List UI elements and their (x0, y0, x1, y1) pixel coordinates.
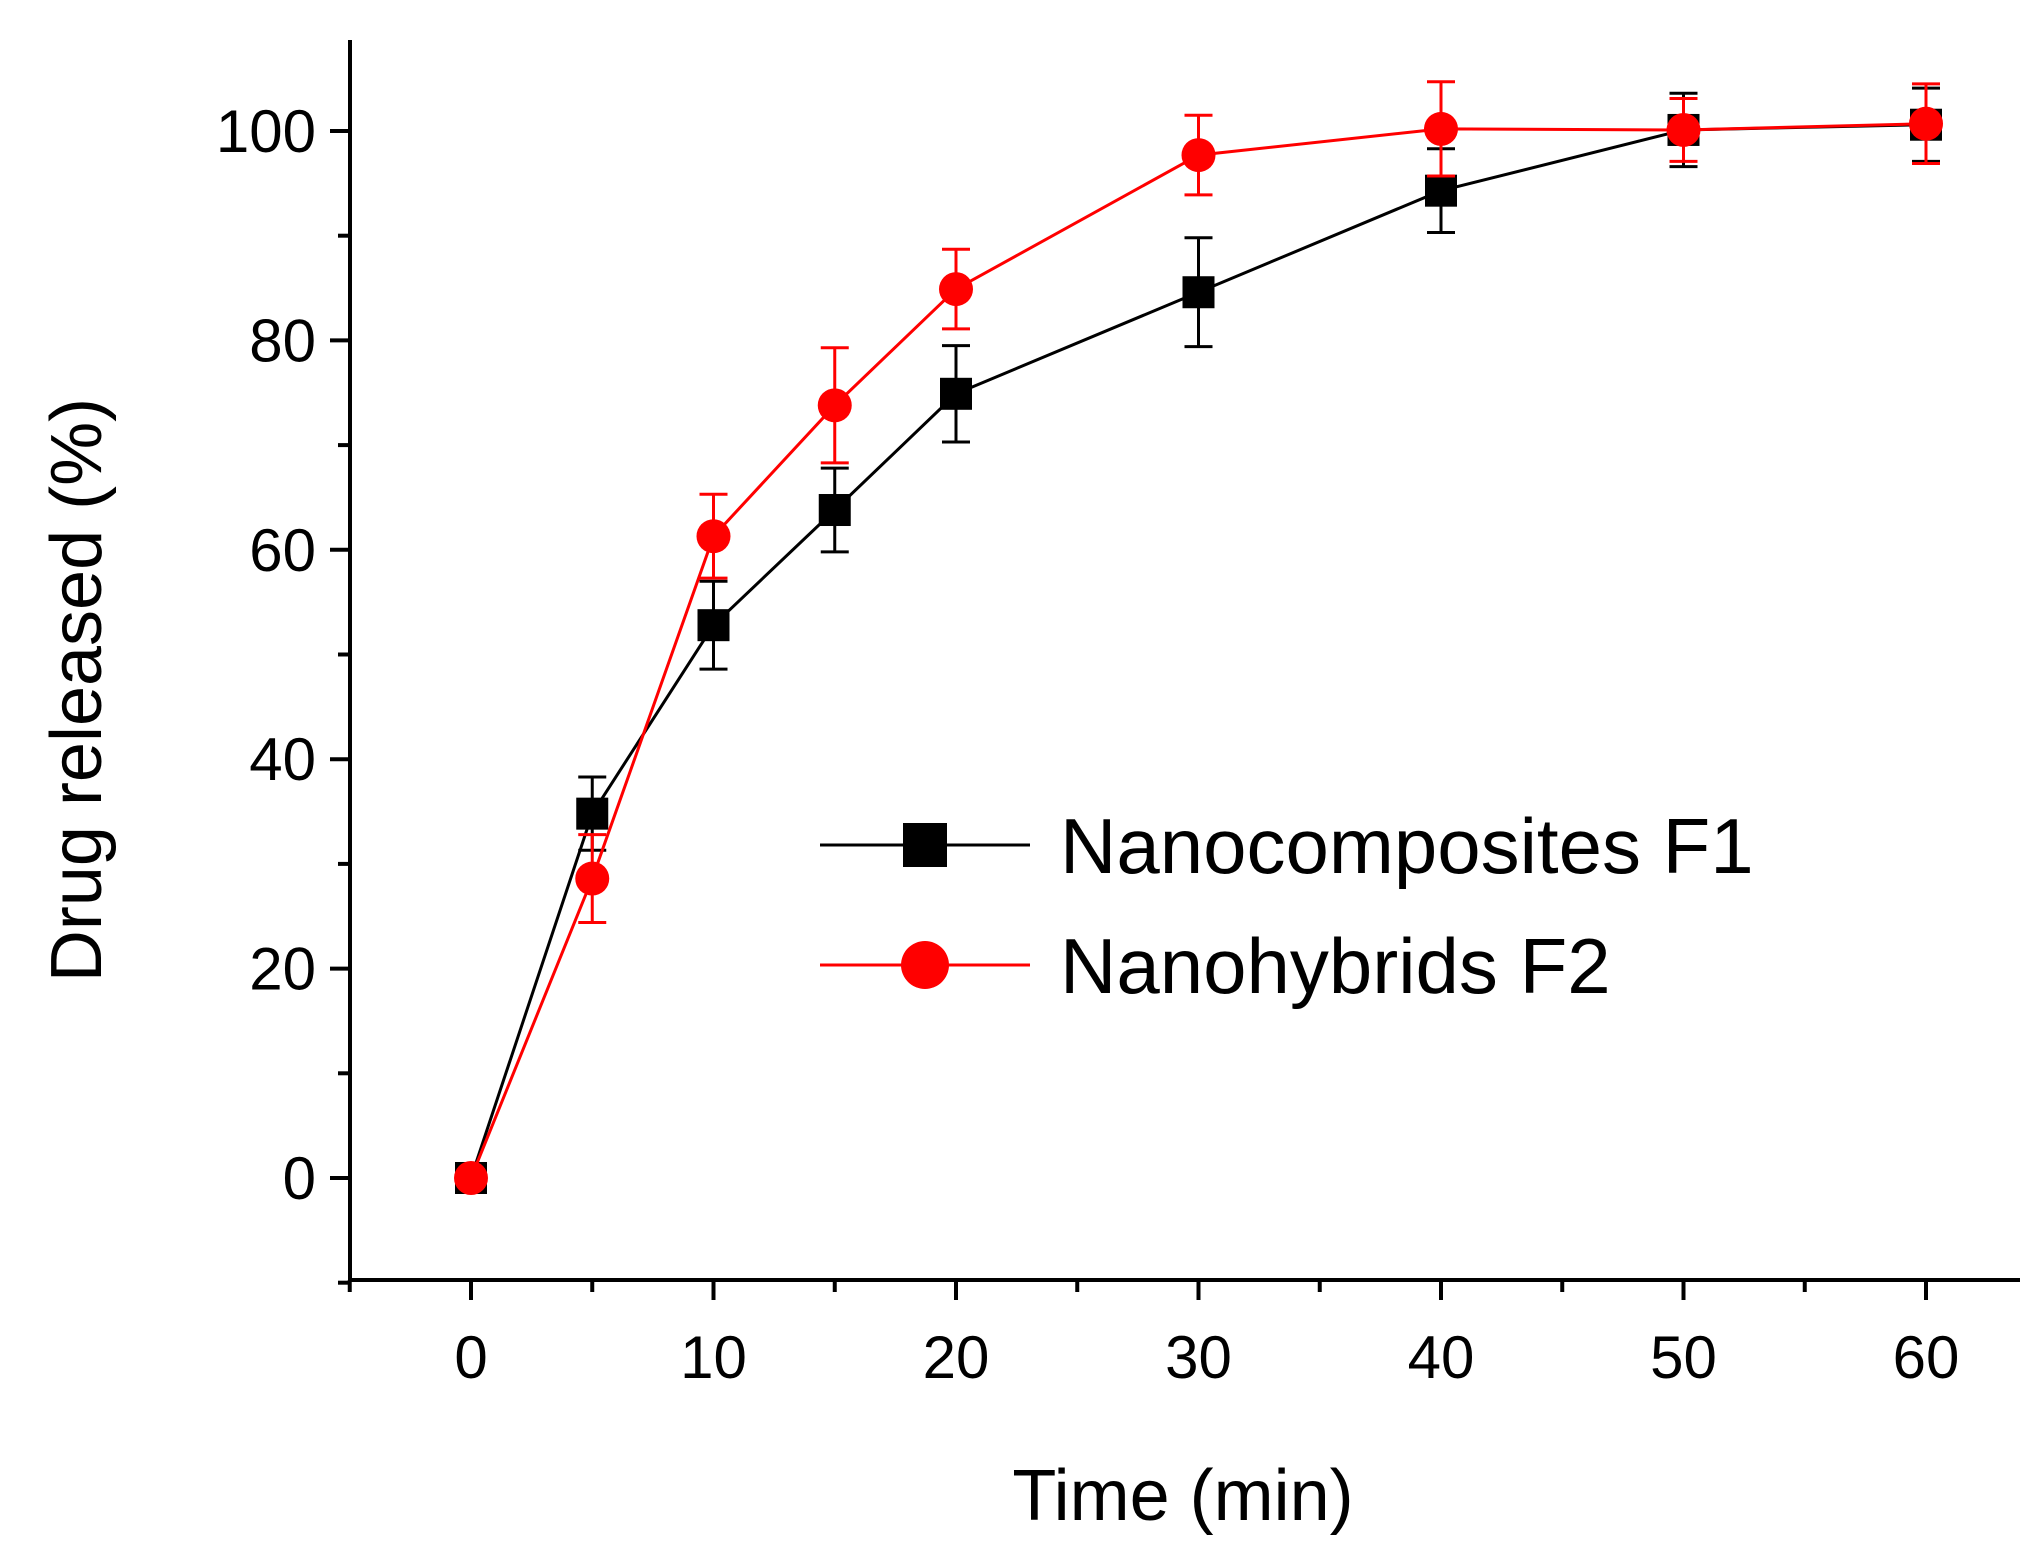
data-point-circle (1181, 138, 1216, 173)
x-tick-label: 50 (1650, 1324, 1717, 1391)
y-tick-label: 0 (283, 1145, 316, 1212)
x-tick-label: 0 (454, 1324, 487, 1391)
data-point-circle (817, 388, 852, 423)
y-tick-label: 60 (249, 517, 316, 584)
x-axis-title: Time (min) (1012, 1456, 1353, 1536)
legend-item-1: Nanocomposites F1 (820, 802, 1754, 890)
x-tick-label: 40 (1408, 1324, 1475, 1391)
y-tick-label: 20 (249, 936, 316, 1003)
y-axis-title: Drug released (%) (37, 398, 117, 982)
y-tick-label: 100 (216, 98, 316, 165)
data-point-circle (1666, 112, 1701, 147)
data-point-square (1425, 174, 1457, 207)
x-tick-label: 10 (680, 1324, 747, 1391)
data-point-circle (1909, 106, 1943, 141)
data-point-circle (939, 272, 973, 307)
plot-area (454, 80, 1943, 1195)
x-tick-label: 60 (1893, 1324, 1960, 1391)
data-point-square (940, 377, 972, 410)
data-point-circle (454, 1161, 488, 1195)
series-1 (455, 86, 1942, 1194)
y-tick-label: 40 (249, 726, 316, 793)
y-tick-label: 80 (249, 307, 316, 374)
data-point-square (697, 609, 730, 642)
data-point-circle (696, 519, 731, 554)
data-point-square (1182, 276, 1215, 309)
legend-item-2: Nanohybrids F2 (820, 922, 1611, 1010)
data-point-square (818, 494, 851, 527)
legend-marker-square (903, 823, 947, 867)
legend-label: Nanohybrids F2 (1060, 922, 1611, 1010)
legend-label: Nanocomposites F1 (1060, 802, 1754, 890)
axes: 0 10 20 30 40 50 60 0 20 40 60 80 100 (216, 40, 2020, 1391)
x-tick-label: 30 (1165, 1324, 1232, 1391)
legend-marker-circle (901, 941, 949, 989)
data-point-square (576, 797, 609, 830)
data-point-circle (1424, 111, 1458, 146)
legend: Nanocomposites F1 Nanohybrids F2 (820, 802, 1754, 1010)
data-point-circle (575, 861, 610, 896)
x-tick-label: 20 (923, 1324, 990, 1391)
series-2 (454, 80, 1943, 1195)
